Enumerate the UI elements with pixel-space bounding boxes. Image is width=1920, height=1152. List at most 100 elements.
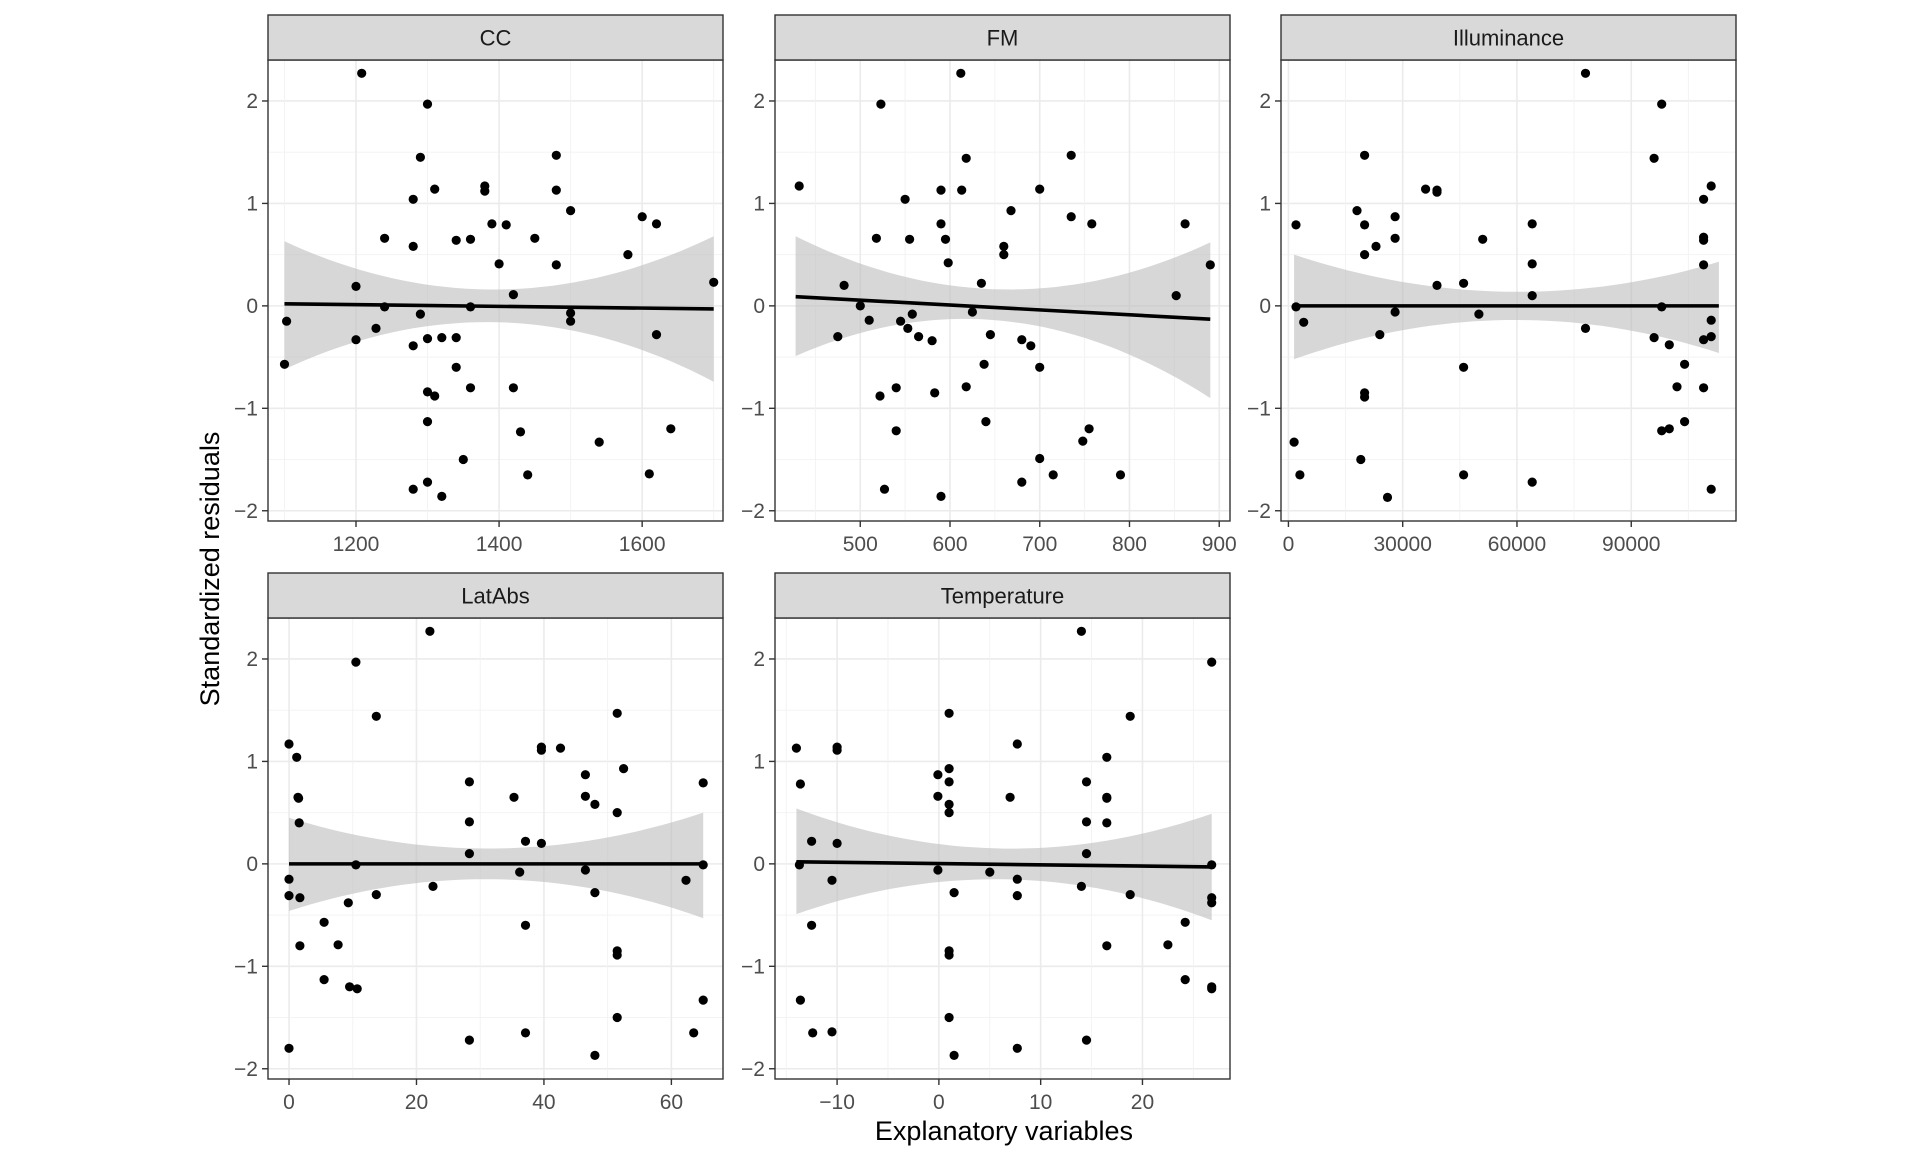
facet-strip-label: CC [480,26,512,51]
data-point [371,711,381,721]
data-point [494,259,504,269]
data-point [1125,890,1135,900]
facet-panel-fm: FM −2 −1 0 1 2 500 600 700 800 900 [741,14,1237,556]
data-point [536,838,547,849]
data-point [1360,392,1370,402]
y-tick-label: 1 [753,192,765,215]
data-point [1102,793,1112,803]
data-point [689,1028,699,1038]
data-point [333,940,343,950]
data-point [827,875,837,885]
data-point [551,185,561,195]
data-point [1474,309,1484,319]
data-point [871,233,882,243]
data-point [907,309,917,319]
data-point [551,260,561,270]
data-point [839,280,849,290]
data-point [1706,181,1716,191]
data-point [1295,470,1305,480]
data-point [944,799,954,810]
data-point [1180,917,1190,927]
data-point [832,838,842,849]
x-tick-label: 60000 [1488,533,1546,556]
data-point [967,307,978,317]
y-tick-label: 0 [1259,295,1271,318]
data-point [1066,212,1076,222]
data-point [523,470,533,480]
data-point [979,359,989,369]
data-point [930,388,940,398]
y-tick-label: −2 [741,500,765,523]
data-point [936,491,946,501]
data-point [949,1050,959,1060]
data-point [520,836,531,846]
data-point [1459,470,1469,480]
data-point [408,484,418,494]
data-point [879,484,890,494]
data-point [1102,752,1112,762]
data-point [903,323,913,333]
y-tick-label: 2 [753,90,765,113]
data-point [437,491,447,501]
data-point [1699,383,1709,393]
data-point [1390,307,1400,317]
facet-strip [774,14,1231,61]
y-tick-label: −2 [234,500,258,523]
data-point [612,1012,622,1023]
data-point [458,454,468,465]
y-tick-label: 1 [246,192,258,215]
data-point [464,777,474,787]
data-point [279,359,290,369]
data-point [891,383,901,393]
y-tick-label: −1 [1247,397,1271,420]
data-point [612,808,622,818]
facet-strip-label: Illuminance [1453,26,1564,51]
data-point [437,333,447,343]
data-point [1081,817,1092,827]
data-point [1076,881,1086,892]
data-point [1706,315,1716,325]
data-point [1657,99,1667,109]
data-point [590,1050,600,1060]
data-point [1035,453,1045,464]
data-point [1664,424,1674,434]
regression-line [796,860,1212,869]
data-point [351,335,361,345]
data-point [1102,941,1112,951]
data-point [590,799,600,810]
data-point [1360,250,1370,260]
facet-strip-label: FM [987,26,1019,51]
data-point [807,836,817,846]
data-point [422,417,433,427]
data-point [508,290,518,300]
data-point [794,181,804,191]
y-tick-label: 2 [246,648,258,671]
y-tick-label: 1 [753,750,765,773]
data-point [1205,260,1215,270]
data-point [1081,777,1092,787]
data-point [1649,333,1659,343]
data-point [487,219,497,229]
data-point [1421,184,1431,194]
data-point [981,417,991,427]
data-point [944,808,954,818]
data-point [1699,235,1709,245]
x-tick-label: 800 [1112,533,1147,556]
data-point [352,984,362,994]
data-point [896,316,906,326]
data-point [1066,150,1076,160]
data-point [580,865,591,875]
data-point [807,920,817,930]
data-point [430,391,440,401]
data-point [520,920,531,930]
y-tick-label: 0 [753,295,765,318]
data-point [515,427,526,437]
y-tick-label: −1 [741,955,765,978]
data-point [1580,323,1591,333]
data-point [1026,341,1036,351]
data-point [1081,849,1092,859]
y-tick-label: 2 [753,648,765,671]
data-point [1017,335,1027,345]
data-point [1035,184,1045,194]
data-point [451,333,461,343]
